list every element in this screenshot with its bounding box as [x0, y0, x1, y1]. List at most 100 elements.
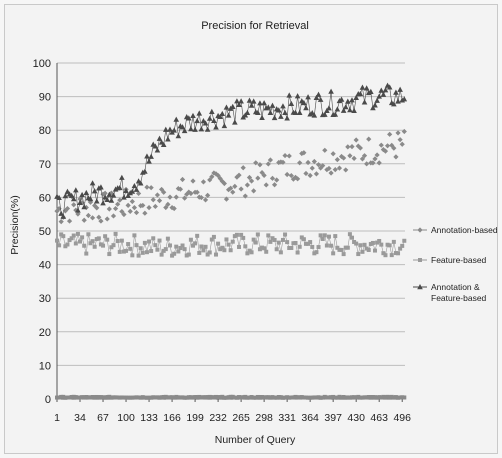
data-point	[142, 395, 147, 400]
series-connector	[362, 87, 365, 103]
data-point	[282, 152, 288, 159]
data-point	[182, 395, 187, 400]
data-point	[172, 395, 177, 400]
data-point	[71, 394, 76, 399]
data-point	[243, 394, 248, 399]
data-point	[338, 153, 345, 160]
data-point	[128, 395, 133, 400]
data-point	[308, 395, 313, 400]
data-point	[61, 234, 66, 239]
data-point	[305, 159, 311, 166]
x-tick-label: 232	[209, 412, 227, 424]
data-point	[230, 394, 235, 399]
data-point	[286, 153, 292, 159]
data-point	[71, 202, 77, 208]
data-point	[255, 394, 260, 399]
data-point	[224, 395, 229, 400]
series-connector	[257, 234, 261, 250]
data-point	[55, 395, 59, 400]
data-point	[162, 126, 169, 132]
data-point	[397, 137, 403, 143]
x-axis-label: Number of Query	[215, 434, 296, 446]
data-point	[229, 103, 236, 109]
data-point	[228, 394, 233, 399]
data-point	[96, 214, 102, 220]
data-point	[374, 152, 380, 158]
data-point	[176, 395, 181, 400]
data-point	[69, 394, 74, 399]
data-point	[209, 174, 215, 180]
data-point	[153, 395, 158, 400]
series-connector	[188, 239, 192, 255]
data-point	[260, 395, 265, 400]
data-point	[123, 187, 129, 193]
data-point	[257, 395, 262, 400]
data-point	[326, 165, 332, 172]
legend-marker	[417, 227, 423, 233]
data-point	[328, 88, 334, 94]
data-point	[119, 174, 125, 180]
data-point	[290, 176, 297, 182]
data-point	[257, 162, 263, 168]
data-point	[274, 177, 280, 183]
data-point	[312, 395, 317, 400]
series-connector	[100, 187, 104, 204]
data-point	[234, 395, 239, 400]
data-point	[271, 182, 278, 188]
series-connector	[286, 95, 290, 119]
data-point	[167, 194, 173, 200]
data-point	[109, 395, 114, 400]
data-point	[251, 188, 257, 194]
data-point	[257, 100, 263, 106]
data-point	[349, 144, 355, 150]
data-point	[282, 109, 288, 116]
legend-item: Annotation & Feature-based	[413, 282, 487, 303]
x-tick-label: 397	[324, 412, 342, 424]
data-point	[144, 153, 150, 159]
data-point	[358, 395, 363, 400]
data-point	[341, 394, 346, 399]
data-point	[98, 218, 104, 224]
y-tick-label: 50	[39, 226, 51, 238]
data-point	[336, 165, 343, 171]
data-point	[333, 395, 338, 400]
data-point	[270, 395, 275, 400]
x-tick-label: 496	[393, 412, 411, 424]
data-point	[96, 395, 101, 400]
data-point	[246, 174, 253, 181]
series-connector	[236, 234, 240, 248]
data-point	[115, 201, 121, 207]
data-point	[289, 395, 294, 400]
data-point	[305, 94, 311, 100]
x-tick-labels: 1 34 67 100 133 166 199 232 265 298 331 364 397 430 46…	[54, 399, 411, 424]
data-point	[194, 189, 200, 195]
series-3	[55, 394, 407, 400]
data-point	[357, 145, 363, 151]
data-point	[84, 395, 89, 400]
data-point	[242, 193, 248, 199]
data-point	[148, 185, 154, 191]
data-point	[173, 116, 180, 122]
data-point	[349, 97, 355, 103]
data-point	[85, 212, 91, 219]
data-point	[295, 395, 300, 400]
data-point	[261, 100, 267, 106]
data-point	[328, 170, 334, 176]
data-point	[226, 395, 231, 400]
data-point	[339, 395, 344, 400]
series-connector	[198, 113, 202, 130]
data-point	[286, 92, 293, 98]
data-point	[245, 395, 250, 400]
data-point	[133, 209, 140, 216]
series-connector	[297, 96, 300, 113]
data-point	[314, 395, 319, 400]
data-point	[353, 137, 359, 143]
data-point	[330, 151, 336, 157]
series-connector	[144, 156, 148, 172]
series-connector	[328, 91, 332, 109]
data-point	[90, 395, 95, 400]
data-point	[345, 144, 351, 150]
data-point	[205, 395, 210, 400]
series-connector	[224, 107, 227, 127]
data-point	[393, 89, 399, 95]
